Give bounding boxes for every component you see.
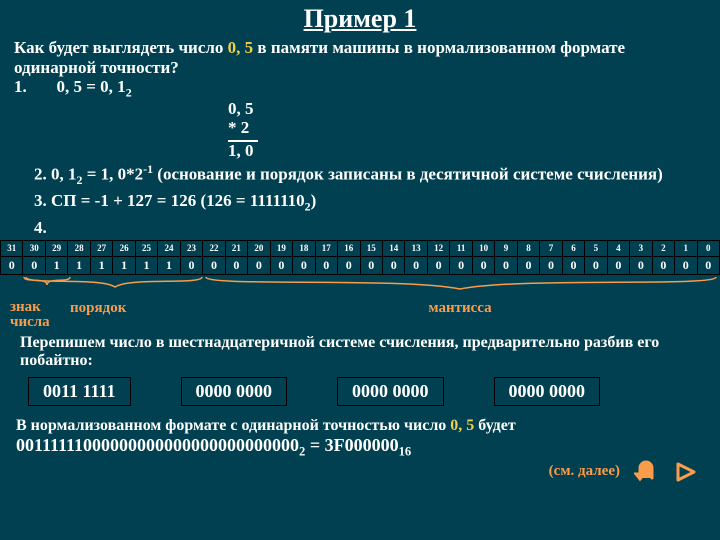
bit-value: 0 [382, 256, 404, 274]
bit-value: 0 [652, 256, 674, 274]
byte-box: 0011 1111 [28, 377, 131, 406]
page-title: Пример 1 [0, 0, 720, 34]
bit-value: 0 [315, 256, 337, 274]
bit-value: 0 [585, 256, 607, 274]
bit-value: 1 [45, 256, 67, 274]
bit-index: 9 [495, 240, 517, 256]
bit-index: 10 [472, 240, 494, 256]
bit-value: 0 [360, 256, 382, 274]
bit-value: 0 [427, 256, 449, 274]
see-more-link[interactable]: (см. далее) [549, 463, 620, 480]
bit-value: 1 [90, 256, 112, 274]
bit-value: 0 [203, 256, 225, 274]
bit-index: 18 [293, 240, 315, 256]
bit-index: 8 [517, 240, 539, 256]
next-arrow-icon[interactable] [674, 460, 700, 484]
bit-index: 23 [180, 240, 202, 256]
bit-value: 0 [562, 256, 584, 274]
bit-index: 2 [652, 240, 674, 256]
bit-value: 0 [517, 256, 539, 274]
bit-value: 0 [1, 256, 23, 274]
bit-index: 25 [135, 240, 157, 256]
rewrite-text: Перепишем число в шестнадцатеричной сист… [0, 334, 720, 371]
bit-index: 5 [585, 240, 607, 256]
bit-index: 15 [360, 240, 382, 256]
bit-value: 0 [697, 256, 719, 274]
bit-index: 31 [1, 240, 23, 256]
bit-value: 0 [338, 256, 360, 274]
bit-index: 22 [203, 240, 225, 256]
bit-table: 3130292827262524232221201918171615141312… [0, 240, 720, 275]
step-1: 1. 0, 5 = 0, 12 [0, 77, 720, 100]
step-3: 3. СП = -1 + 127 = 126 (126 = 11111102) [0, 189, 720, 216]
bit-value: 0 [450, 256, 472, 274]
bit-value: 0 [607, 256, 629, 274]
bit-value: 0 [495, 256, 517, 274]
bit-index: 21 [225, 240, 247, 256]
bit-index: 20 [248, 240, 270, 256]
bit-value: 1 [68, 256, 90, 274]
bit-index: 4 [607, 240, 629, 256]
step-4: 4. [0, 216, 720, 240]
byte-box: 0000 0000 [181, 377, 288, 406]
final-result: В нормализованном формате с одинарной то… [0, 412, 720, 460]
bit-value: 0 [23, 256, 45, 274]
bit-index: 26 [113, 240, 135, 256]
bit-index: 0 [697, 240, 719, 256]
bit-index: 29 [45, 240, 67, 256]
bit-value: 1 [135, 256, 157, 274]
bit-value: 0 [225, 256, 247, 274]
bit-index: 7 [540, 240, 562, 256]
bit-index: 17 [315, 240, 337, 256]
bit-index: 30 [23, 240, 45, 256]
label-sign: знак числа [0, 300, 70, 330]
byte-box: 0000 0000 [337, 377, 444, 406]
bit-index: 28 [68, 240, 90, 256]
bit-value: 1 [158, 256, 180, 274]
label-mantissa: мантисса [200, 300, 720, 330]
bit-value: 0 [293, 256, 315, 274]
step-2: 2. 0, 12 = 1, 0*2-1 (основание и порядок… [0, 161, 720, 190]
bit-index: 3 [630, 240, 652, 256]
bit-index: 19 [270, 240, 292, 256]
brace-svg [0, 275, 720, 293]
bit-index: 13 [405, 240, 427, 256]
multiplication-work: 0, 5 * 2 1, 0 [228, 100, 720, 160]
bit-value: 1 [113, 256, 135, 274]
byte-box: 0000 0000 [494, 377, 601, 406]
bit-value: 0 [630, 256, 652, 274]
bit-value: 0 [180, 256, 202, 274]
bit-index: 24 [158, 240, 180, 256]
bit-index: 12 [427, 240, 449, 256]
question-text: Как будет выглядеть число 0, 5 в памяти … [0, 34, 720, 77]
bit-value: 0 [248, 256, 270, 274]
bit-index: 27 [90, 240, 112, 256]
back-u-icon[interactable] [634, 460, 660, 484]
bit-index: 11 [450, 240, 472, 256]
bit-index: 1 [675, 240, 697, 256]
bytes-row: 0011 1111 0000 0000 0000 0000 0000 0000 [0, 371, 720, 412]
bit-value: 0 [540, 256, 562, 274]
bit-value: 0 [270, 256, 292, 274]
bit-index: 14 [382, 240, 404, 256]
label-exponent: порядок [70, 300, 200, 330]
section-labels: знак числа порядок мантисса [0, 298, 720, 334]
bit-value: 0 [675, 256, 697, 274]
bit-index: 16 [338, 240, 360, 256]
bit-value: 0 [472, 256, 494, 274]
bit-value: 0 [405, 256, 427, 274]
bit-index: 6 [562, 240, 584, 256]
